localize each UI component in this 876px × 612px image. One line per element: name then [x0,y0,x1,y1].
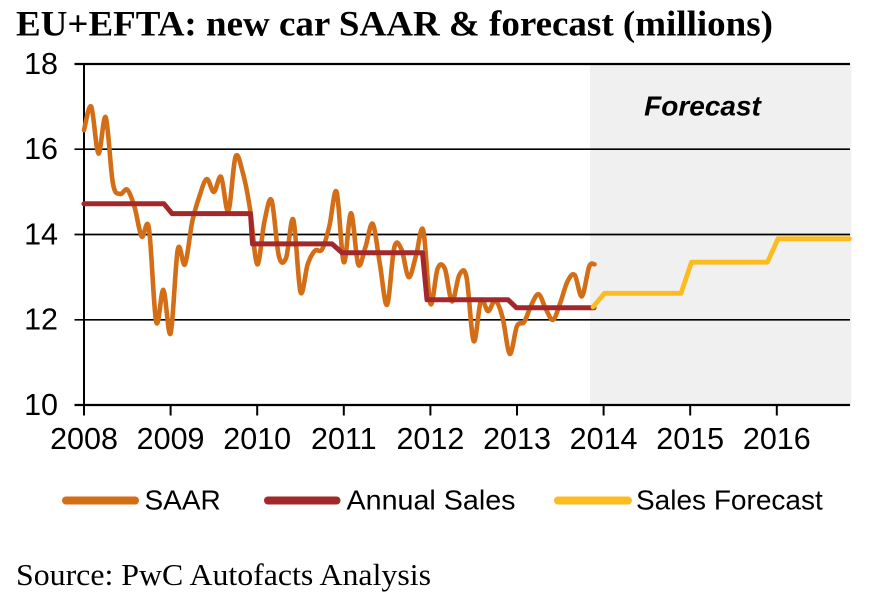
svg-text:2009: 2009 [137,422,205,456]
svg-text:EU+EFTA: new car SAAR & foreca: EU+EFTA: new car SAAR & forecast (millio… [16,3,773,43]
svg-text:18: 18 [24,47,58,81]
svg-text:Source: PwC Autofacts Analysis: Source: PwC Autofacts Analysis [16,557,431,592]
svg-text:2008: 2008 [50,422,118,456]
svg-text:2014: 2014 [570,422,638,456]
svg-text:10: 10 [24,388,58,422]
svg-text:Annual Sales: Annual Sales [347,485,516,516]
svg-text:2012: 2012 [396,422,464,456]
svg-text:2015: 2015 [656,422,724,456]
svg-text:Forecast: Forecast [644,91,762,122]
svg-text:Sales Forecast: Sales Forecast [636,485,823,516]
svg-text:2011: 2011 [311,422,377,456]
svg-text:12: 12 [24,303,58,337]
svg-text:SAAR: SAAR [145,485,221,516]
svg-text:2013: 2013 [483,422,551,456]
svg-text:14: 14 [24,217,58,251]
svg-text:16: 16 [24,132,58,166]
svg-text:2016: 2016 [743,422,811,456]
svg-text:2010: 2010 [223,422,291,456]
